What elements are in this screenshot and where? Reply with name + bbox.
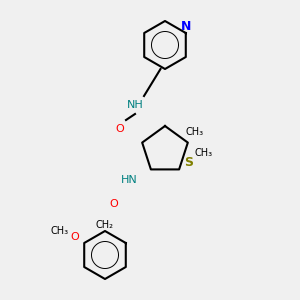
Text: N: N [181, 20, 191, 34]
Text: CH₃: CH₃ [51, 226, 69, 236]
Text: CH₃: CH₃ [186, 127, 204, 137]
Text: HN: HN [121, 175, 137, 185]
Text: CH₃: CH₃ [195, 148, 213, 158]
Text: NH: NH [127, 100, 143, 110]
Text: O: O [116, 124, 124, 134]
Text: O: O [70, 232, 80, 242]
Text: S: S [184, 155, 194, 169]
Text: CH₂: CH₂ [96, 220, 114, 230]
Text: O: O [110, 199, 118, 209]
